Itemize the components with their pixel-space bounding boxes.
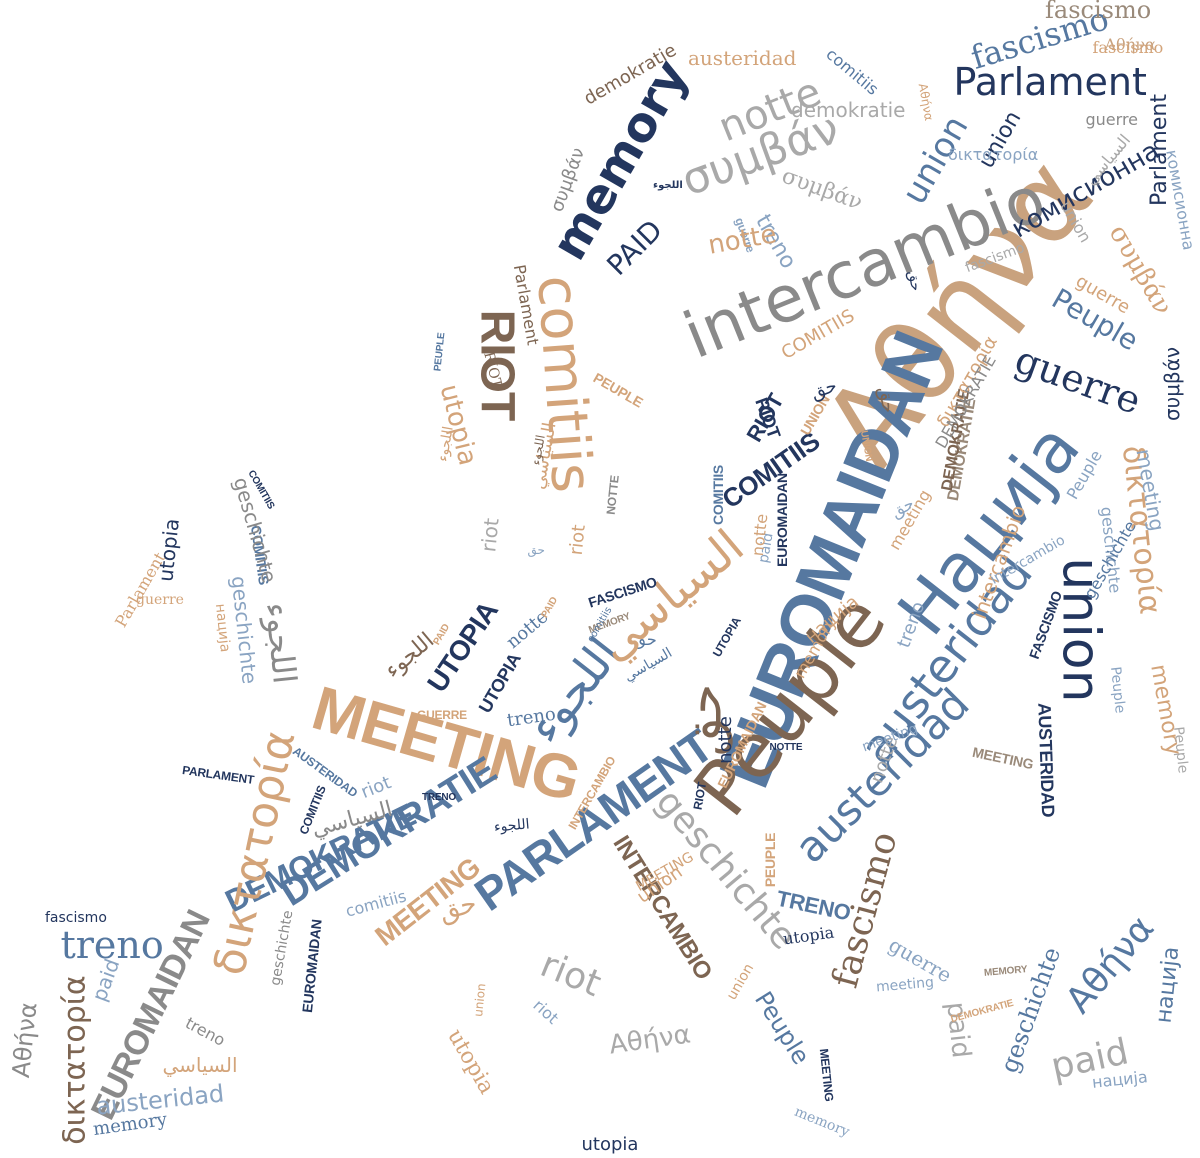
word-159: δικτατορία	[948, 145, 1039, 164]
word-157: Αθήνα	[915, 82, 937, 122]
word-153: comitiis	[822, 44, 883, 99]
word-56: union	[471, 982, 489, 1018]
word-150: συμβάν	[778, 163, 866, 216]
word-53: riot	[534, 944, 607, 1005]
word-156: fascismo	[1092, 38, 1164, 57]
word-41: meeting	[875, 974, 935, 996]
word-69: treno	[182, 1013, 229, 1050]
word-71: geschichte	[267, 909, 297, 987]
word-74: union	[723, 961, 757, 1003]
word-108: COMITIIS	[715, 425, 825, 515]
word-18: Αθήνα	[1104, 35, 1156, 54]
word-29: Peuple	[1169, 725, 1191, 775]
word-58: utopia	[441, 1024, 499, 1099]
word-178: нација	[211, 602, 233, 654]
word-66: fascismo	[45, 910, 107, 926]
word-98: PAID	[539, 595, 561, 621]
word-65: Αθήνα	[6, 1000, 43, 1080]
word-100: UTOPIA	[709, 614, 744, 660]
word-114: notte	[748, 512, 772, 557]
word-60: treno	[60, 923, 164, 967]
word-82: GUERRE	[417, 708, 467, 722]
word-35: нација	[1150, 945, 1184, 1025]
word-93: حق	[633, 630, 657, 649]
word-176: geschichte	[228, 474, 282, 586]
word-83: TRENO	[422, 792, 457, 803]
word-132: حق	[527, 543, 545, 557]
word-173: utopia	[152, 517, 184, 583]
word-111: EUROMAIDAN	[773, 473, 790, 567]
word-155: guerre	[1085, 110, 1139, 129]
word-171: حق	[873, 385, 900, 415]
word-137: PEUPLE	[590, 369, 646, 411]
word-102: NOTTE	[769, 742, 803, 753]
word-87: UTOPIA	[474, 649, 525, 717]
word-124: Peuple	[1106, 665, 1128, 715]
word-129: riot	[565, 523, 590, 557]
word-113: COMITIIS	[709, 465, 726, 525]
word-70: السياسي	[162, 1053, 238, 1077]
word-54: Αθήνα	[607, 1019, 693, 1061]
word-55: riot	[528, 995, 562, 1028]
word-140: PEUPLE	[431, 332, 447, 372]
word-42: MEMORY	[983, 964, 1028, 979]
word-51: MEETING	[816, 1047, 836, 1103]
word-103: notte	[714, 716, 736, 764]
word-154: demokratie	[791, 98, 906, 122]
word-31: MEETING	[971, 743, 1035, 773]
word-30: AUSTERIDAD	[1034, 702, 1059, 818]
word-179: geschichte	[226, 574, 262, 686]
word-144: اللجوء	[653, 180, 683, 191]
word-130: riot	[476, 516, 504, 554]
word-165: συμβάν	[1160, 346, 1185, 422]
word-131: NOTTE	[603, 474, 622, 516]
word-177: اللجوء	[257, 600, 304, 686]
word-84: اللجوء	[493, 816, 531, 836]
word-166: حق	[904, 269, 924, 293]
word-49: utopia	[781, 922, 835, 949]
word-50: Peuple	[748, 986, 816, 1070]
word-39: нација	[1091, 1067, 1149, 1092]
word-104: RIOT	[690, 781, 710, 811]
word-59: utopia	[581, 1134, 639, 1155]
word-63: δικτατορία	[57, 975, 93, 1145]
word-34: Αθήνα	[1057, 908, 1162, 1022]
word-15: Parlament	[953, 60, 1147, 104]
word-152: austeridad	[688, 46, 797, 70]
word-72: EUROMAIDAN	[298, 918, 325, 1014]
word-52: memory	[792, 1103, 852, 1141]
word-81: PARLAMENT	[181, 763, 255, 787]
word-174: guerre	[136, 592, 184, 608]
word-57: حق	[435, 888, 481, 928]
word-17: fascismo	[1045, 0, 1152, 24]
word-106: PEUPLE	[762, 832, 779, 888]
